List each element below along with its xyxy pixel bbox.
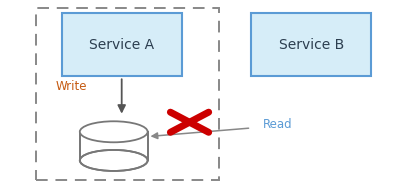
Text: Read: Read [263, 118, 293, 131]
Bar [251, 13, 371, 76]
Ellipse shape [80, 150, 148, 171]
Text: Write: Write [56, 80, 87, 93]
Bar [36, 8, 219, 180]
Bar [80, 132, 148, 160]
Text: Service A: Service A [89, 38, 154, 52]
Text: Service B: Service B [279, 38, 344, 52]
Ellipse shape [80, 121, 148, 142]
Bar [62, 13, 182, 76]
